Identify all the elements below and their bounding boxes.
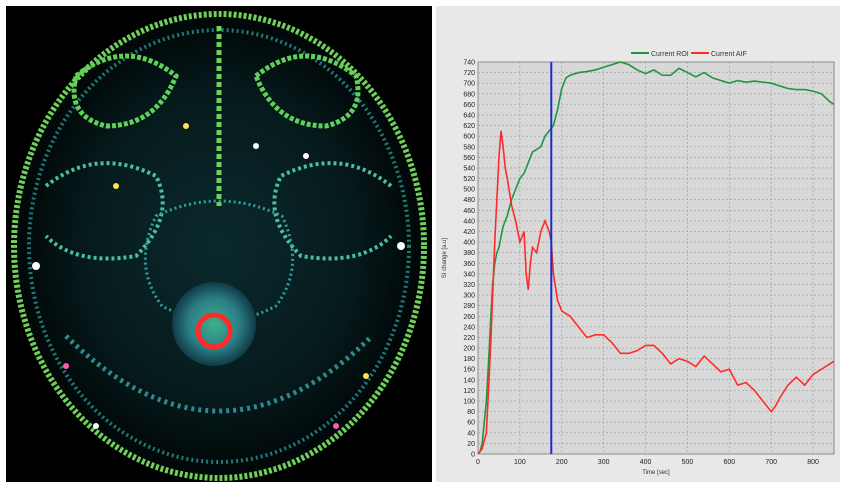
brainstem-rim xyxy=(143,199,295,323)
speckle-7 xyxy=(183,123,189,129)
speckle-4 xyxy=(363,373,369,379)
y-tick-label: 380 xyxy=(463,250,475,257)
y-tick-label: 620 xyxy=(463,123,475,130)
x-tick-label: 800 xyxy=(807,459,819,466)
legend-label-roi: Current ROI xyxy=(651,51,689,58)
speckle-1 xyxy=(32,262,40,270)
speckle-8 xyxy=(253,143,259,149)
speckle-3 xyxy=(63,363,69,369)
brain-map xyxy=(11,11,427,481)
y-tick-label: 40 xyxy=(467,430,475,437)
speckle-6 xyxy=(303,153,309,159)
x-tick-label: 400 xyxy=(640,459,652,466)
x-tick-label: 0 xyxy=(476,459,480,466)
speckle-10 xyxy=(333,423,339,429)
y-tick-label: 260 xyxy=(463,314,475,321)
y-tick-label: 420 xyxy=(463,229,475,236)
plot-area xyxy=(477,61,835,455)
series-line-roi xyxy=(477,61,835,455)
y-tick-label: 120 xyxy=(463,388,475,395)
y-tick-label: 280 xyxy=(463,303,475,310)
x-tick-label: 200 xyxy=(556,459,568,466)
y-tick-label: 460 xyxy=(463,208,475,215)
grid-lines xyxy=(477,61,834,455)
y-tick-label: 700 xyxy=(463,81,475,88)
y-tick-label: 320 xyxy=(463,282,475,289)
legend-label-aif: Current AIF xyxy=(711,51,747,58)
chart-svg: Current ROI Current AIF 0 20 40 60 80 100 120 1… xyxy=(442,51,835,476)
x-tick-labels: 0 100 200 300 400 500 600 700 800 xyxy=(476,459,819,466)
series-layer xyxy=(477,61,835,455)
speckle-9 xyxy=(93,423,99,429)
y-tick-labels: 0 20 40 60 80 100 120 140 160 180 200 220 240 260 280 3… xyxy=(463,60,475,459)
mri-perfusion-image xyxy=(6,6,432,482)
x-tick-label: 600 xyxy=(723,459,735,466)
y-tick-label: 160 xyxy=(463,367,475,374)
y-tick-label: 580 xyxy=(463,144,475,151)
y-tick-label: 520 xyxy=(463,176,475,183)
y-tick-label: 200 xyxy=(463,346,475,353)
y-tick-label: 500 xyxy=(463,187,475,194)
y-tick-label: 720 xyxy=(463,70,475,77)
y-tick-label: 740 xyxy=(463,60,475,67)
y-tick-label: 680 xyxy=(463,91,475,98)
series-line-aif xyxy=(477,130,835,455)
signal-intensity-chart: Current ROI Current AIF 0 20 40 60 80 100 120 1… xyxy=(436,6,840,482)
y-tick-label: 20 xyxy=(467,441,475,448)
cerebellum-rim xyxy=(64,334,374,414)
x-tick-label: 300 xyxy=(598,459,610,466)
temporal-right xyxy=(272,161,393,261)
brain-inner-rim xyxy=(27,28,411,464)
roi-circle[interactable] xyxy=(195,312,233,350)
y-tick-label: 400 xyxy=(463,240,475,247)
y-tick-label: 360 xyxy=(463,261,475,268)
y-tick-label: 440 xyxy=(463,218,475,225)
speckle-2 xyxy=(397,242,405,250)
brain-outline xyxy=(11,11,427,481)
x-tick-label: 500 xyxy=(682,459,694,466)
y-tick-label: 540 xyxy=(463,165,475,172)
y-tick-label: 220 xyxy=(463,335,475,342)
y-tick-label: 300 xyxy=(463,293,475,300)
orbit-left xyxy=(71,53,180,129)
y-tick-label: 640 xyxy=(463,112,475,119)
y-axis-label: SI change [a.u] xyxy=(442,237,448,278)
x-axis-label: Time [sec] xyxy=(642,470,670,476)
y-tick-label: 600 xyxy=(463,134,475,141)
speckle-5 xyxy=(113,183,119,189)
x-tick-label: 700 xyxy=(765,459,777,466)
orbit-right xyxy=(252,53,361,129)
y-tick-label: 60 xyxy=(467,420,475,427)
x-tick-label: 100 xyxy=(514,459,526,466)
legend: Current ROI Current AIF xyxy=(631,51,747,58)
y-tick-label: 240 xyxy=(463,324,475,331)
lesion-region xyxy=(172,282,256,366)
y-tick-label: 80 xyxy=(467,409,475,416)
y-tick-label: 480 xyxy=(463,197,475,204)
y-tick-label: 340 xyxy=(463,271,475,278)
y-tick-label: 660 xyxy=(463,102,475,109)
y-tick-label: 140 xyxy=(463,377,475,384)
temporal-left xyxy=(44,161,165,261)
y-tick-label: 100 xyxy=(463,399,475,406)
y-tick-label: 180 xyxy=(463,356,475,363)
y-tick-label: 0 xyxy=(471,452,475,459)
y-tick-label: 560 xyxy=(463,155,475,162)
